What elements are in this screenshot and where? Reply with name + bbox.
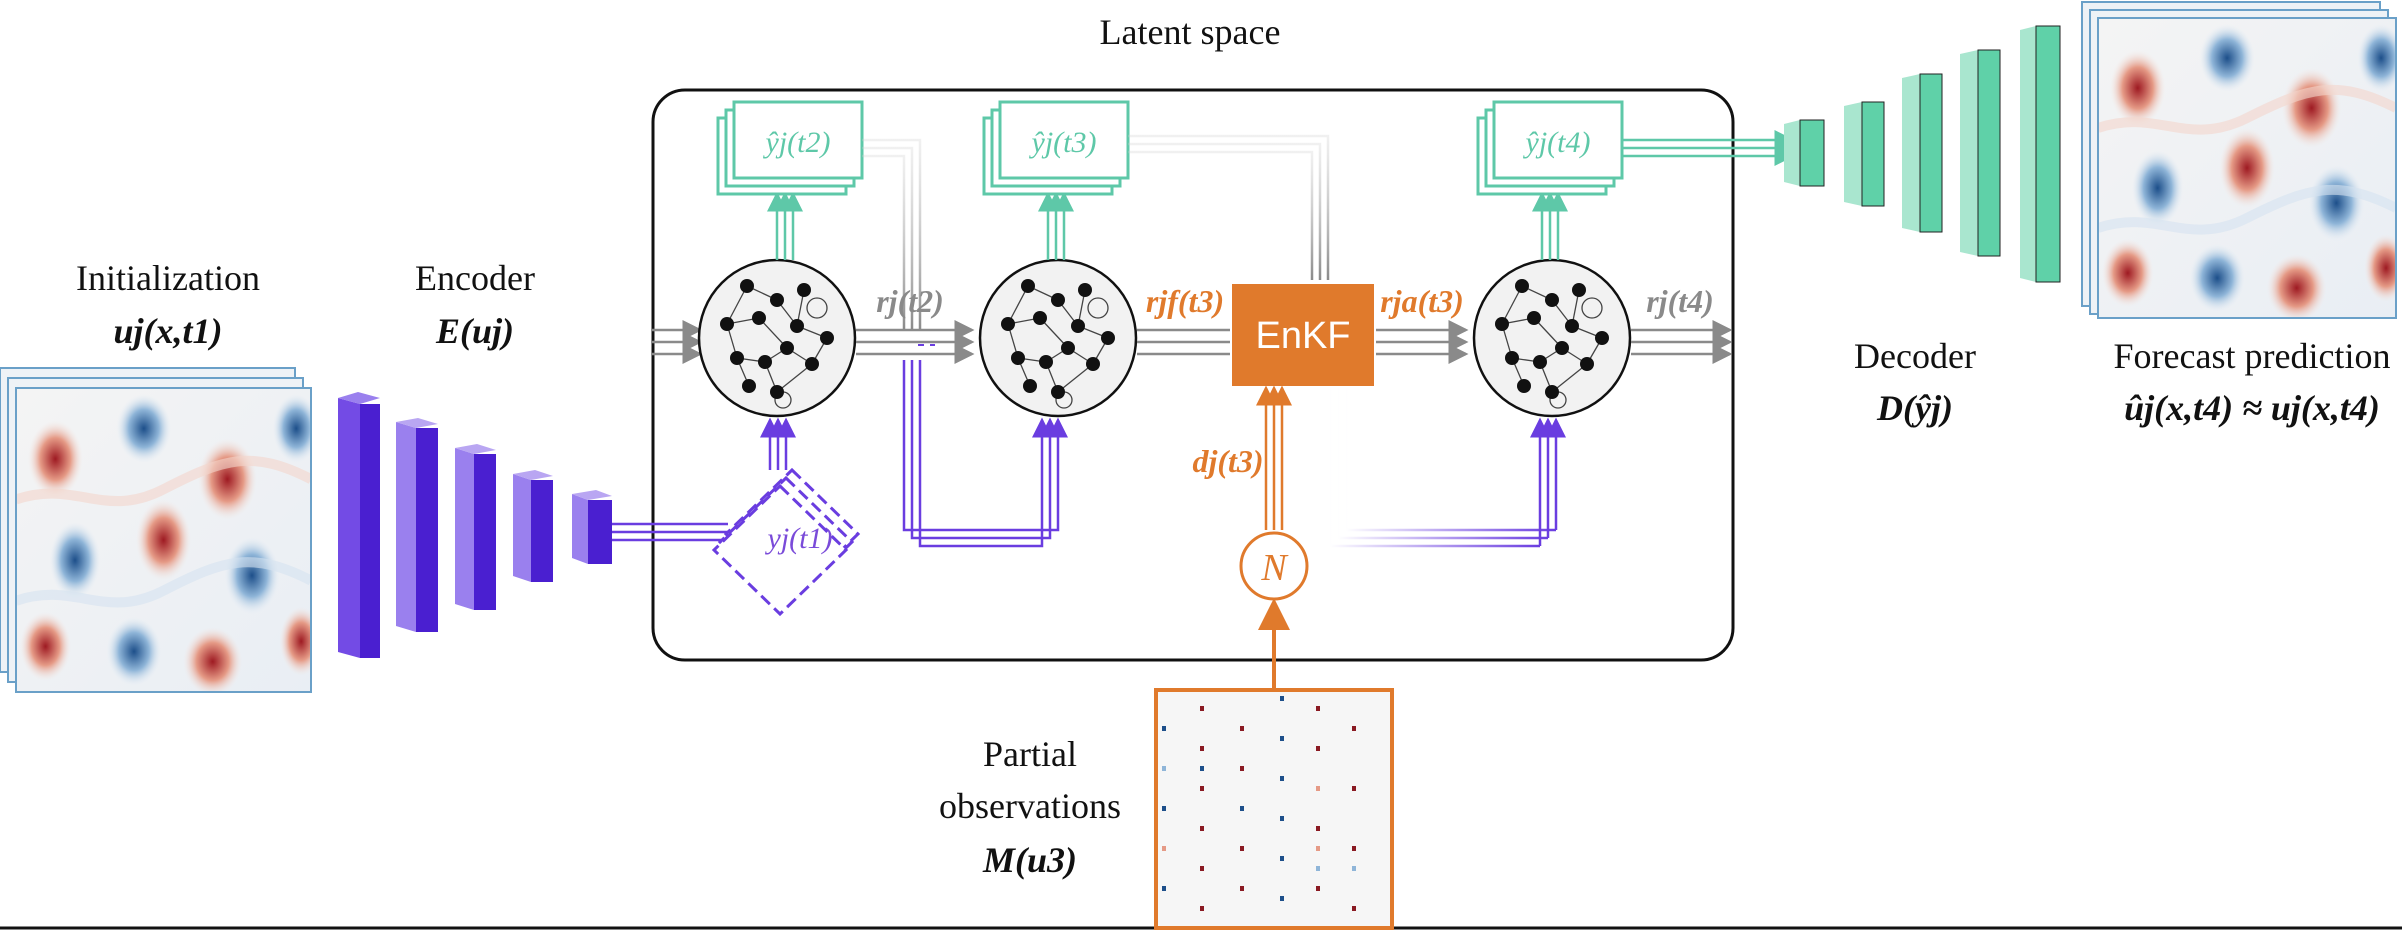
- reservoir-2-to-y-t3-arrows: [1038, 191, 1074, 260]
- d-t3-label: dj(t3): [1192, 443, 1263, 479]
- enkf-to-reservoir-3-lines: [1328, 388, 1556, 548]
- noise-label: N: [1260, 547, 1289, 589]
- reservoir-2-to-enkf-arrows: [1137, 328, 1230, 356]
- enkf-label: EnKF: [1255, 315, 1350, 357]
- initialization-heatmap: [0, 367, 312, 693]
- reservoir-node-1: [697, 258, 857, 418]
- encoder-math: E(uj): [435, 311, 514, 351]
- noise-to-enkf-arrows: [1256, 385, 1292, 530]
- decoder-math: D(ŷj): [1876, 388, 1953, 428]
- input-arrows-reservoir-1: [652, 320, 703, 364]
- reservoir-node-2: [978, 258, 1138, 418]
- partial-observations-line-1: Partial: [983, 734, 1077, 774]
- decoder-title: Decoder: [1854, 336, 1976, 376]
- partial-observations-math: M(u3): [982, 840, 1077, 880]
- initialization-math: uj(x,t1): [113, 311, 222, 351]
- y-hat-t2-label: ŷj(t2): [763, 126, 831, 159]
- enkf-box: [1232, 284, 1374, 386]
- y-t2-to-reservoir-2-lines: [902, 360, 1068, 548]
- y-hat-t3-box: [982, 100, 1130, 196]
- partial-observations-panel: [1154, 688, 1394, 930]
- y-hat-t2-box: [716, 100, 864, 196]
- initialization-title: Initialization: [76, 258, 260, 298]
- y-hat-t4-box: [1476, 100, 1624, 196]
- reservoir-node-3: [1472, 258, 1632, 418]
- y-hat-t4-label: ŷj(t4): [1523, 126, 1591, 159]
- encoder-title: Encoder: [415, 258, 535, 298]
- y-t4-to-decoder-arrows: [1622, 130, 1795, 166]
- ra-t3-label: rja(t3): [1380, 283, 1464, 319]
- latent-space-box: [651, 88, 1735, 662]
- enkf-to-reservoir-3-gray-arrows: [1376, 320, 1469, 364]
- forecast-title: Forecast prediction: [2114, 336, 2391, 376]
- encoder-output-arrows: [612, 522, 728, 542]
- enkf-to-reservoir-3-arrows: [1530, 417, 1566, 546]
- latent-space-title: Latent space: [1100, 12, 1281, 52]
- y-t1-label: yj(t1): [765, 522, 833, 555]
- y-t2-feedback-lines: [862, 138, 922, 330]
- y-t1-to-reservoir-arrows: [760, 417, 796, 470]
- forecast-heatmap: [2081, 1, 2397, 319]
- partial-observations-line-2: observations: [939, 786, 1121, 826]
- decoder-blocks: [1784, 25, 2061, 283]
- r-t4-label: rj(t4): [1646, 283, 1714, 319]
- y-t1-diamond: [711, 467, 861, 617]
- reservoir-3-to-y-t4-arrows: [1532, 191, 1568, 260]
- encoder-blocks: [338, 392, 612, 658]
- reservoir-3-output-arrows: [1631, 320, 1733, 364]
- reservoir-1-to-y-t2-arrows: [767, 191, 803, 260]
- y-hat-t3-label: ŷj(t3): [1029, 126, 1097, 159]
- reservoir-1-to-2-arrows: [856, 320, 975, 364]
- r-t2-label: rj(t2): [876, 283, 944, 319]
- forecast-math: ûj(x,t4) ≈ uj(x,t4): [2124, 388, 2380, 428]
- y-t3-to-enkf-lines: [1128, 134, 1330, 280]
- rf-t3-label: rjf(t3): [1146, 283, 1224, 319]
